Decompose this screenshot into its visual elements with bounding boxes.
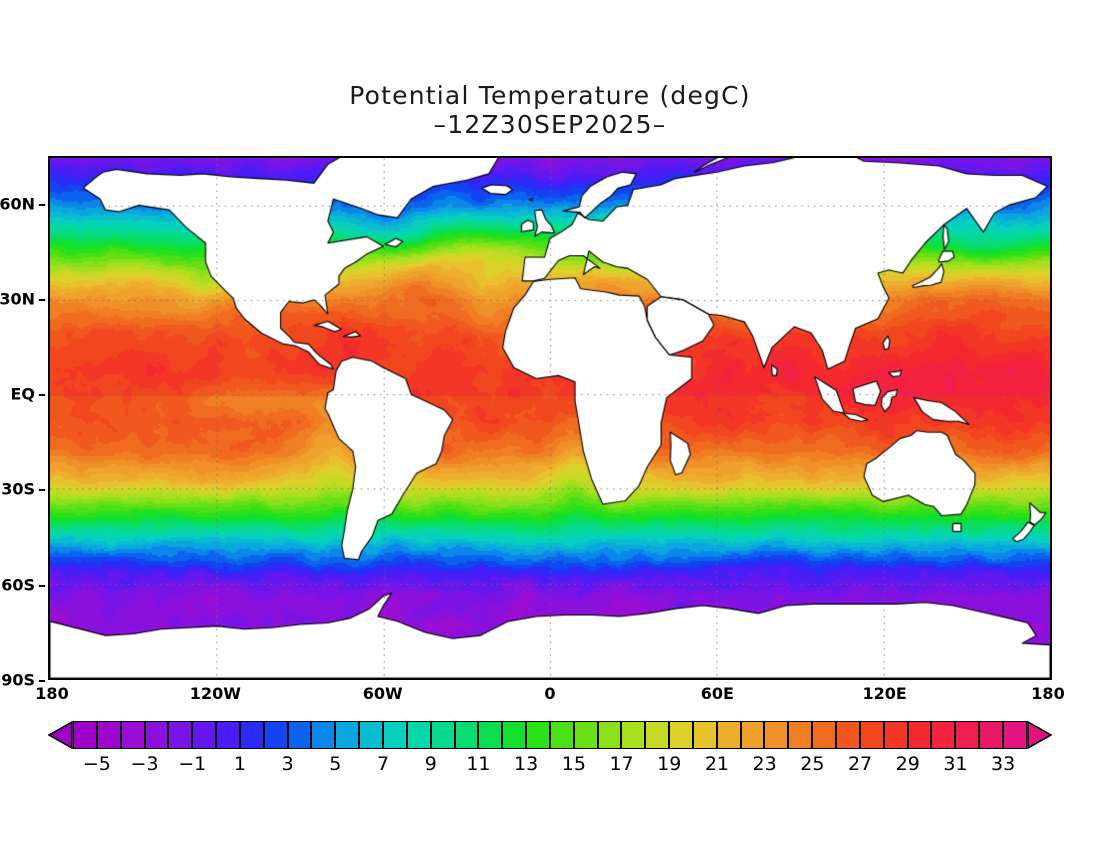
colorbar-swatch bbox=[931, 721, 956, 749]
colorbar-swatch bbox=[216, 721, 240, 749]
map-plot-area bbox=[48, 156, 1052, 680]
colorbar-swatch bbox=[311, 721, 336, 749]
temperature-field-canvas bbox=[50, 158, 1050, 678]
colorbar-swatch bbox=[549, 721, 574, 749]
colorbar-swatch bbox=[573, 721, 598, 749]
colorbar-swatch bbox=[263, 721, 288, 749]
colorbar-swatch bbox=[120, 721, 145, 749]
colorbar-swatch bbox=[859, 721, 884, 749]
x-axis-tick-0: 180 bbox=[35, 684, 69, 703]
x-axis-tick-2: 60W bbox=[362, 684, 403, 703]
colorbar-swatch bbox=[239, 721, 264, 749]
colorbar-tick-label: 11 bbox=[466, 753, 491, 775]
colorbar-swatch bbox=[73, 721, 97, 749]
colorbar-swatch bbox=[812, 721, 836, 749]
figure-title-block: Potential Temperature (degC) –12Z30SEP20… bbox=[0, 82, 1100, 140]
colorbar-tick-label: 29 bbox=[895, 753, 920, 775]
colorbar-swatch bbox=[406, 721, 431, 749]
x-axis-tick-3: 0 bbox=[544, 684, 556, 703]
colorbar-swatch bbox=[669, 721, 693, 749]
colorbar-swatches bbox=[73, 721, 1027, 749]
colorbar-swatch bbox=[788, 721, 813, 749]
colorbar-tick-label: 13 bbox=[514, 753, 539, 775]
colorbar: −5 −3 −1 1 3 5 7 9 11 13 15 17 19 21 23 25 27 29 31 33 bbox=[0, 712, 1100, 802]
figure-subtitle: –12Z30SEP2025– bbox=[433, 110, 667, 139]
colorbar-tick-label: 25 bbox=[800, 753, 825, 775]
colorbar-swatch bbox=[192, 721, 217, 749]
y-axis-tick-eq: EQ – bbox=[10, 384, 46, 404]
colorbar-tick-label: 33 bbox=[991, 753, 1016, 775]
y-axis-tick-60s: 60S – bbox=[1, 575, 46, 595]
colorbar-tick-labels: −5 −3 −1 1 3 5 7 9 11 13 15 17 19 21 23 25 27 29 31 33 bbox=[0, 753, 1100, 779]
colorbar-swatch bbox=[955, 721, 980, 749]
x-axis-tick-6: 180 bbox=[1031, 684, 1065, 703]
colorbar-swatch bbox=[96, 721, 121, 749]
colorbar-swatch bbox=[907, 721, 932, 749]
colorbar-swatch bbox=[764, 721, 789, 749]
colorbar-tick-label: −3 bbox=[130, 753, 159, 775]
colorbar-tick-label: 1 bbox=[233, 753, 246, 775]
colorbar-swatch bbox=[716, 721, 741, 749]
colorbar-swatch bbox=[692, 721, 717, 749]
colorbar-tick-label: 31 bbox=[943, 753, 968, 775]
x-axis-tick-4: 60E bbox=[700, 684, 734, 703]
colorbar-tick-label: 27 bbox=[847, 753, 873, 775]
colorbar-tick-label: 7 bbox=[377, 753, 390, 775]
colorbar-swatch bbox=[645, 721, 670, 749]
x-axis-tick-1: 120W bbox=[189, 684, 241, 703]
y-axis-tick-90s: 90S – bbox=[1, 670, 46, 690]
colorbar-swatch bbox=[382, 721, 407, 749]
y-axis-tick-30n: 30N – bbox=[0, 289, 46, 309]
colorbar-swatch bbox=[335, 721, 360, 749]
colorbar-tick-label: 23 bbox=[752, 753, 777, 775]
colorbar-swatch bbox=[621, 721, 646, 749]
colorbar-tick-label: −5 bbox=[82, 753, 111, 775]
colorbar-swatch bbox=[168, 721, 193, 749]
colorbar-swatch bbox=[454, 721, 479, 749]
colorbar-swatch bbox=[740, 721, 765, 749]
colorbar-swatch bbox=[359, 721, 383, 749]
colorbar-swatch bbox=[836, 721, 860, 749]
colorbar-swatch bbox=[883, 721, 908, 749]
colorbar-swatch bbox=[287, 721, 312, 749]
colorbar-swatch bbox=[502, 721, 527, 749]
colorbar-swatch bbox=[597, 721, 622, 749]
colorbar-swatch bbox=[979, 721, 1003, 749]
x-axis-tick-5: 120E bbox=[862, 684, 907, 703]
colorbar-swatch bbox=[1002, 721, 1027, 749]
colorbar-tick-label: 3 bbox=[281, 753, 294, 775]
colorbar-bar bbox=[48, 721, 1052, 749]
colorbar-over-arrow-icon bbox=[1027, 721, 1052, 749]
colorbar-swatch bbox=[144, 721, 169, 749]
colorbar-swatch bbox=[430, 721, 455, 749]
colorbar-tick-label: 15 bbox=[561, 753, 586, 775]
y-axis-tick-30s: 30S – bbox=[1, 479, 46, 499]
colorbar-tick-label: 5 bbox=[329, 753, 342, 775]
colorbar-tick-label: 19 bbox=[657, 753, 682, 775]
y-axis-tick-60n: 60N – bbox=[0, 194, 46, 214]
colorbar-tick-label: −1 bbox=[178, 753, 207, 775]
colorbar-swatch bbox=[478, 721, 503, 749]
colorbar-swatch bbox=[526, 721, 550, 749]
colorbar-under-arrow-icon bbox=[48, 721, 73, 749]
figure-title: Potential Temperature (degC) bbox=[349, 81, 751, 110]
colorbar-tick-label: 17 bbox=[609, 753, 634, 775]
colorbar-tick-label: 9 bbox=[424, 753, 437, 775]
colorbar-tick-label: 21 bbox=[704, 753, 730, 775]
